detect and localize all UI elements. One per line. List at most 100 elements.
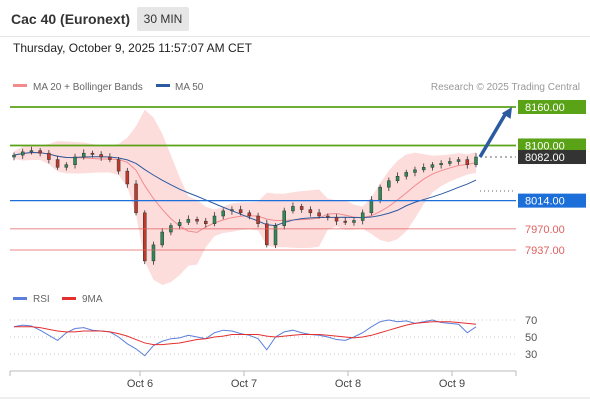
level-tag: [518, 100, 586, 114]
candle-body: [81, 152, 86, 158]
candle-body: [352, 220, 356, 223]
candle: [413, 166, 417, 177]
candle-body: [265, 223, 269, 246]
arrow-head: [501, 107, 512, 119]
timeframe-button[interactable]: 30 MIN: [137, 7, 189, 31]
candle: [334, 214, 339, 225]
x-tick: Oct 7: [231, 371, 257, 390]
candle-body: [334, 217, 339, 222]
candle-body: [378, 186, 382, 201]
candle-body: [448, 161, 452, 164]
candle: [352, 217, 356, 226]
candle-body: [317, 212, 321, 217]
level-label: 8160.00: [525, 102, 565, 114]
candle: [474, 153, 478, 168]
candle-body: [186, 218, 191, 223]
candle: [326, 213, 330, 221]
rsi-tick: 30: [10, 349, 537, 361]
ma20-legend-label: MA 20 + Bollinger Bands: [33, 82, 143, 93]
candle-body: [247, 212, 252, 217]
candle-body: [369, 199, 374, 214]
candle: [282, 207, 286, 230]
rsi-tick: 50: [10, 332, 537, 344]
candle: [430, 162, 435, 171]
level-tag: [518, 193, 586, 208]
candle: [73, 153, 77, 169]
candle-body: [395, 176, 400, 181]
candle: [238, 205, 243, 216]
ma50-legend-swatch: [156, 84, 170, 87]
candle: [395, 172, 400, 184]
level-label: 8082.00: [525, 152, 565, 164]
x-tick: Oct 8: [335, 371, 361, 390]
candle-body: [143, 212, 147, 262]
x-tick-label: Oct 7: [231, 378, 257, 390]
candle-body: [299, 206, 304, 210]
x-tick-label: Oct 8: [335, 378, 361, 390]
candle-body: [404, 172, 409, 177]
candle-body: [326, 215, 330, 218]
candle-body: [291, 206, 295, 212]
candle: [186, 215, 191, 225]
level-label: 8014.00: [525, 196, 565, 208]
candle: [317, 208, 321, 219]
candle-body: [256, 215, 260, 224]
candle: [221, 208, 225, 220]
candle: [360, 209, 365, 225]
x-tick: Oct 9: [439, 371, 465, 390]
candle: [404, 169, 409, 180]
rsi-tick: 70: [10, 315, 537, 327]
level-tag: [518, 138, 586, 153]
candle: [38, 148, 42, 157]
credit-text: Research © 2025 Trading Central: [431, 82, 580, 93]
chart-header: Cac 40 (Euronext) 30 MIN: [0, 0, 590, 37]
candle-body: [116, 159, 121, 172]
candle: [177, 219, 182, 230]
candle: [247, 210, 252, 220]
candle-body: [421, 167, 426, 171]
x-tick-label: Oct 9: [439, 378, 465, 390]
candle: [343, 217, 347, 225]
level-tag: [518, 150, 586, 165]
candle-body: [38, 150, 42, 154]
candle-body: [12, 154, 16, 158]
candle: [134, 180, 138, 216]
candle: [64, 162, 69, 171]
projection-arrow: [478, 107, 512, 158]
price-chart: [12, 109, 478, 286]
x-tick-label: Oct 6: [127, 378, 153, 390]
candle: [387, 177, 391, 192]
level-support: 7937.00: [10, 245, 565, 257]
ma50-legend-label: MA 50: [175, 82, 204, 93]
candle-body: [195, 218, 199, 222]
candle: [256, 212, 260, 228]
candle-body: [439, 163, 443, 165]
candle: [308, 206, 313, 217]
level-label: 7937.00: [525, 245, 565, 257]
instrument-title: Cac 40 (Euronext): [11, 11, 131, 27]
candle-body: [230, 209, 234, 212]
ma20-legend-swatch: [13, 84, 27, 87]
candle-body: [238, 209, 243, 214]
candle-body: [47, 152, 51, 160]
candle: [456, 157, 461, 165]
rsi-legend-label: RSI: [33, 294, 50, 305]
level-target: 8100.00: [10, 138, 586, 153]
candle: [230, 206, 234, 215]
candle-body: [160, 231, 164, 246]
candle: [125, 167, 130, 188]
candle: [369, 196, 374, 216]
candle-body: [204, 220, 208, 224]
candle: [439, 160, 443, 169]
candle-body: [55, 159, 60, 168]
candle: [448, 157, 452, 166]
candle-body: [177, 222, 182, 226]
candle-body: [134, 183, 138, 214]
rsi-tick-label: 30: [525, 349, 537, 361]
arrow-shaft: [478, 112, 508, 158]
candle: [90, 150, 95, 158]
candle-body: [282, 210, 286, 226]
candle: [299, 203, 304, 213]
